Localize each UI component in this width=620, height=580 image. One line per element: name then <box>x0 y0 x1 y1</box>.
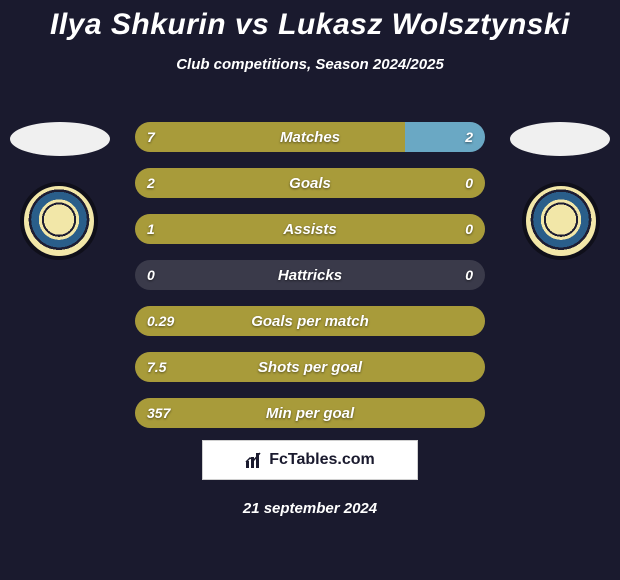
comparison-bars: 72Matches 20Goals 10Assists 00Hattricks 0.29… <box>135 122 485 444</box>
page-title: Ilya Shkurin vs Lukasz Wolsztynski <box>0 0 620 42</box>
stat-label: Min per goal <box>135 398 485 428</box>
stat-row: 357Min per goal <box>135 398 485 428</box>
club-badge-right <box>522 182 600 260</box>
stat-label: Matches <box>135 122 485 152</box>
date-text: 21 september 2024 <box>0 500 620 517</box>
stat-row: 00Hattricks <box>135 260 485 290</box>
chart-icon <box>245 451 263 469</box>
stat-label: Shots per goal <box>135 352 485 382</box>
stat-label: Hattricks <box>135 260 485 290</box>
player-left-photo-placeholder <box>10 122 110 156</box>
stat-row: 72Matches <box>135 122 485 152</box>
stat-row: 0.29Goals per match <box>135 306 485 336</box>
subtitle: Club competitions, Season 2024/2025 <box>0 56 620 73</box>
stat-label: Goals per match <box>135 306 485 336</box>
stat-row: 7.5Shots per goal <box>135 352 485 382</box>
stat-row: 10Assists <box>135 214 485 244</box>
stat-row: 20Goals <box>135 168 485 198</box>
logo-text: FcTables.com <box>269 451 375 469</box>
stat-label: Goals <box>135 168 485 198</box>
player-right-photo-placeholder <box>510 122 610 156</box>
stat-label: Assists <box>135 214 485 244</box>
club-badge-left <box>20 182 98 260</box>
fctables-logo: FcTables.com <box>202 440 418 480</box>
